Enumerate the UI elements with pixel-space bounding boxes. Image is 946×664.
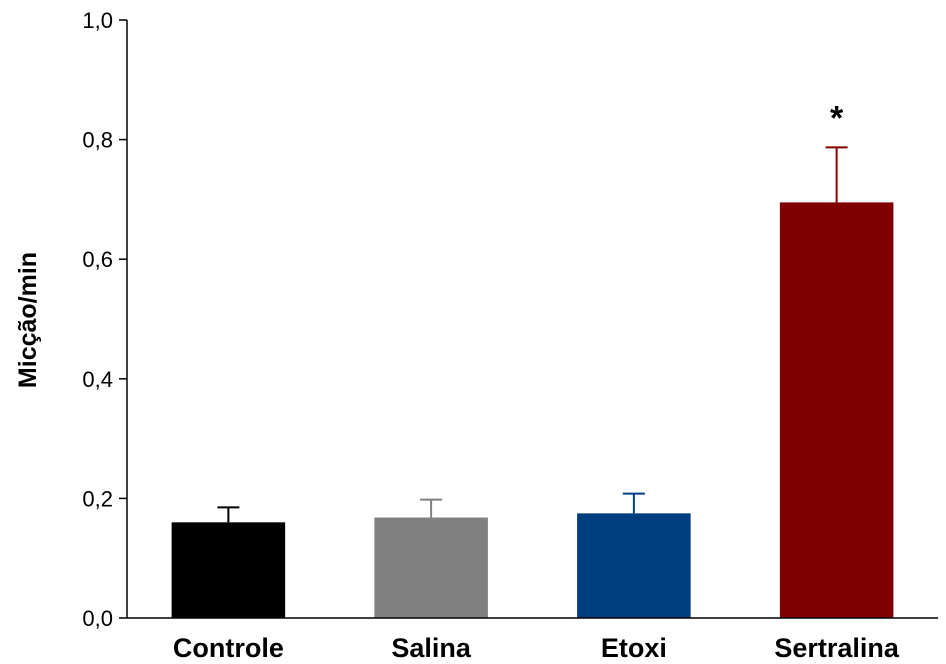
error-bar-sertralina	[825, 146, 848, 203]
y-axis-title: Micção/min	[14, 252, 42, 388]
bar-salina	[374, 517, 488, 618]
bars	[171, 202, 894, 618]
annotations: *	[830, 99, 844, 137]
error-bar-controle	[217, 506, 240, 523]
y-tick-label: 0,0	[82, 606, 113, 631]
y-tick-label: 0,6	[82, 247, 113, 272]
bar-etoxi	[577, 513, 691, 618]
x-tick-label-controle: Controle	[173, 633, 284, 663]
significance-asterisk: *	[830, 99, 844, 137]
x-tick-label-sertralina: Sertralina	[774, 633, 900, 663]
y-tick-label: 0,8	[82, 128, 113, 153]
x-tick-label-etoxi: Etoxi	[601, 633, 667, 663]
x-tick-label-salina: Salina	[391, 633, 472, 663]
error-bars	[217, 146, 848, 523]
x-axis-labels: Controle Salina Etoxi Sertralina	[173, 633, 900, 663]
bar-controle	[171, 522, 286, 618]
y-axis-ticks: 0,0 0,2 0,4 0,6 0,8 1,0	[82, 8, 127, 631]
error-bar-salina	[420, 498, 443, 518]
error-bar-etoxi	[622, 492, 645, 514]
y-tick-label: 1,0	[82, 8, 113, 33]
y-tick-label: 0,4	[82, 367, 113, 392]
bar-sertralina	[779, 202, 894, 618]
y-tick-label: 0,2	[82, 486, 113, 511]
